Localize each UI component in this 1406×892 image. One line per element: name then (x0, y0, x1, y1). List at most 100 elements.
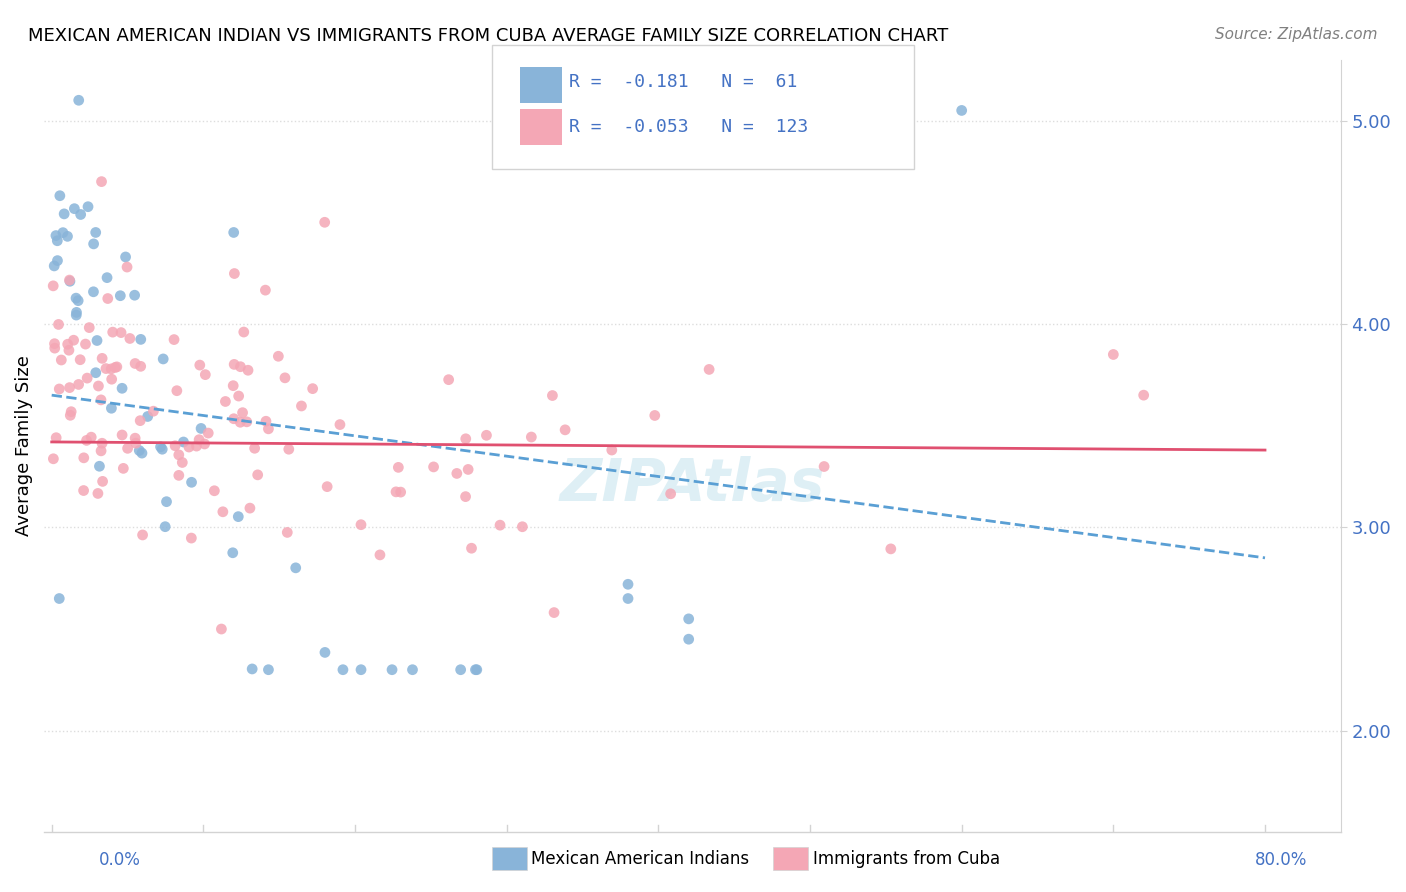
Immigrants from Cuba (172, 455, 194, 469)
Immigrants from Cuba (165, 439, 187, 453)
Immigrants from Cuba (197, 426, 219, 441)
Immigrants from Cuba (76, 371, 98, 385)
Mexican American Indians (150, 442, 173, 457)
Immigrants from Cuba (87, 486, 110, 500)
Mexican American Indians (67, 293, 90, 308)
Immigrants from Cuba (188, 358, 211, 372)
Immigrants from Cuba (329, 417, 352, 432)
Text: 80.0%: 80.0% (1256, 851, 1308, 869)
Immigrants from Cuba (246, 467, 269, 482)
Immigrants from Cuba (316, 480, 339, 494)
Mexican American Indians (129, 332, 152, 346)
Mexican American Indians (173, 435, 195, 450)
Mexican American Indians (617, 591, 640, 606)
Immigrants from Cuba (76, 434, 98, 448)
Immigrants from Cuba (163, 333, 186, 347)
Mexican American Indians (450, 663, 472, 677)
Immigrants from Cuba (368, 548, 391, 562)
Immigrants from Cuba (229, 415, 252, 429)
Immigrants from Cuba (72, 483, 94, 498)
Mexican American Indians (180, 475, 202, 490)
Immigrants from Cuba (80, 430, 103, 444)
Immigrants from Cuba (125, 436, 148, 450)
Mexican American Indians (46, 234, 69, 248)
Mexican American Indians (381, 663, 404, 677)
Immigrants from Cuba (97, 292, 120, 306)
Immigrants from Cuba (813, 459, 835, 474)
Mexican American Indians (45, 228, 67, 243)
Immigrants from Cuba (142, 404, 165, 418)
Immigrants from Cuba (186, 439, 208, 453)
Immigrants from Cuba (489, 518, 512, 533)
Mexican American Indians (86, 334, 108, 348)
Immigrants from Cuba (239, 501, 262, 516)
Immigrants from Cuba (1132, 388, 1154, 402)
Immigrants from Cuba (290, 399, 312, 413)
Mexican American Indians (89, 459, 111, 474)
Mexican American Indians (222, 546, 245, 560)
Mexican American Indians (52, 226, 75, 240)
Mexican American Indians (155, 494, 177, 508)
Immigrants from Cuba (90, 443, 112, 458)
Immigrants from Cuba (104, 360, 127, 375)
Text: Mexican American Indians: Mexican American Indians (531, 850, 749, 868)
Immigrants from Cuba (314, 215, 336, 229)
Immigrants from Cuba (100, 362, 122, 376)
Mexican American Indians (617, 577, 640, 591)
Y-axis label: Average Family Size: Average Family Size (15, 356, 32, 536)
Mexican American Indians (59, 274, 82, 288)
Immigrants from Cuba (131, 528, 153, 542)
Mexican American Indians (65, 291, 87, 305)
Mexican American Indians (65, 308, 87, 322)
Immigrants from Cuba (254, 414, 277, 428)
Mexican American Indians (69, 207, 91, 221)
Immigrants from Cuba (222, 378, 245, 392)
Text: R =  -0.181   N =  61: R = -0.181 N = 61 (569, 73, 797, 91)
Immigrants from Cuba (60, 405, 83, 419)
Immigrants from Cuba (541, 388, 564, 402)
Mexican American Indians (49, 188, 72, 202)
Mexican American Indians (77, 200, 100, 214)
Immigrants from Cuba (554, 423, 576, 437)
Immigrants from Cuba (387, 460, 409, 475)
Immigrants from Cuba (512, 520, 534, 534)
Immigrants from Cuba (422, 459, 444, 474)
Mexican American Indians (153, 519, 176, 533)
Immigrants from Cuba (44, 336, 66, 351)
Mexican American Indians (82, 285, 104, 299)
Immigrants from Cuba (257, 422, 280, 436)
Immigrants from Cuba (129, 414, 152, 428)
Immigrants from Cuba (75, 337, 97, 351)
Immigrants from Cuba (111, 428, 134, 442)
Mexican American Indians (110, 289, 132, 303)
Mexican American Indians (190, 421, 212, 435)
Immigrants from Cuba (112, 461, 135, 475)
Mexican American Indians (332, 663, 354, 677)
Immigrants from Cuba (91, 351, 114, 366)
Immigrants from Cuba (194, 368, 217, 382)
Immigrants from Cuba (58, 343, 80, 358)
Immigrants from Cuba (1102, 347, 1125, 361)
Mexican American Indians (114, 250, 136, 264)
Immigrants from Cuba (118, 331, 141, 345)
Mexican American Indians (240, 662, 263, 676)
Mexican American Indians (124, 288, 146, 302)
Mexican American Indians (48, 591, 70, 606)
Immigrants from Cuba (58, 381, 80, 395)
Immigrants from Cuba (167, 448, 190, 462)
Immigrants from Cuba (90, 175, 112, 189)
Immigrants from Cuba (385, 484, 408, 499)
Immigrants from Cuba (659, 487, 682, 501)
Text: Source: ZipAtlas.com: Source: ZipAtlas.com (1215, 27, 1378, 42)
Immigrants from Cuba (222, 411, 245, 425)
Immigrants from Cuba (42, 451, 65, 466)
Immigrants from Cuba (457, 462, 479, 476)
Immigrants from Cuba (91, 475, 114, 489)
Immigrants from Cuba (67, 377, 90, 392)
Immigrants from Cuba (56, 337, 79, 351)
Immigrants from Cuba (236, 363, 259, 377)
Mexican American Indians (96, 270, 118, 285)
Mexican American Indians (83, 236, 105, 251)
Mexican American Indians (284, 561, 307, 575)
Immigrants from Cuba (180, 531, 202, 545)
